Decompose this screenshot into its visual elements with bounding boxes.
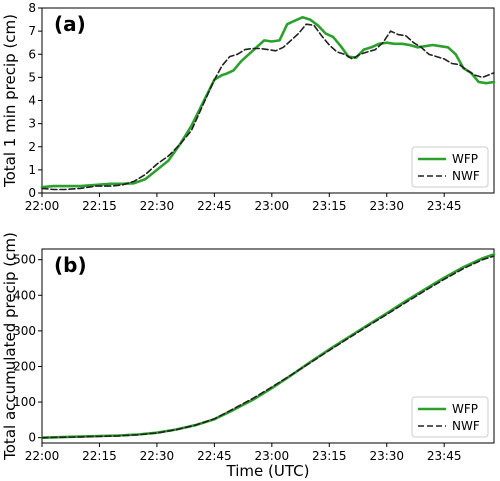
x-tick-label: 22:15	[82, 199, 117, 213]
series-line-wfp	[40, 15, 496, 189]
y-tick-label: 0	[28, 186, 36, 200]
x-tick-label: 22:30	[140, 449, 175, 463]
y-tick-label: 0	[28, 431, 36, 445]
x-tick-label: 23:45	[427, 199, 462, 213]
x-tick-label: 22:00	[25, 449, 60, 463]
panel-label: (a)	[54, 12, 86, 36]
x-tick-label: 22:15	[82, 449, 117, 463]
y-tick-label: 100	[13, 395, 36, 409]
y-axis-label: Total 1 min precip (cm)	[1, 14, 19, 188]
y-tick-label: 4	[28, 94, 36, 108]
legend-label-wfp: WFP	[452, 402, 478, 416]
x-tick-label: 23:30	[369, 199, 404, 213]
y-tick-label: 200	[13, 359, 36, 373]
x-tick-label: 23:45	[427, 449, 462, 463]
y-tick-label: 2	[28, 140, 36, 154]
legend-label-nwf: NWF	[452, 169, 480, 183]
panel-label: (b)	[54, 253, 87, 277]
y-tick-label: 300	[13, 324, 36, 338]
plot-frame	[41, 248, 495, 444]
y-axis-label: Total accumulated precip (cm)	[1, 232, 19, 461]
y-tick-label: 8	[28, 1, 36, 15]
x-axis-label: Time (UTC)	[226, 462, 310, 480]
y-tick-label: 7	[28, 24, 36, 38]
y-tick-label: 3	[28, 117, 36, 131]
y-tick-label: 5	[28, 70, 36, 84]
x-tick-label: 22:00	[25, 199, 60, 213]
series-line-nwf	[41, 23, 495, 191]
x-tick-label: 22:30	[140, 199, 175, 213]
series-line-nwf	[41, 255, 495, 439]
y-tick-label: 6	[28, 47, 36, 61]
legend-label-wfp: WFP	[452, 152, 478, 166]
legend-box	[411, 146, 489, 188]
x-tick-label: 23:30	[369, 449, 404, 463]
y-tick-label: 500	[13, 253, 36, 267]
x-tick-label: 22:45	[197, 449, 232, 463]
legend-box	[411, 396, 489, 438]
x-tick-label: 23:00	[255, 449, 290, 463]
y-tick-label: 400	[13, 288, 36, 302]
legend-label-nwf: NWF	[452, 419, 480, 433]
x-tick-label: 22:45	[197, 199, 232, 213]
x-tick-label: 23:00	[255, 199, 290, 213]
y-tick-label: 1	[28, 163, 36, 177]
x-tick-label: 23:15	[312, 199, 347, 213]
x-tick-label: 23:15	[312, 449, 347, 463]
